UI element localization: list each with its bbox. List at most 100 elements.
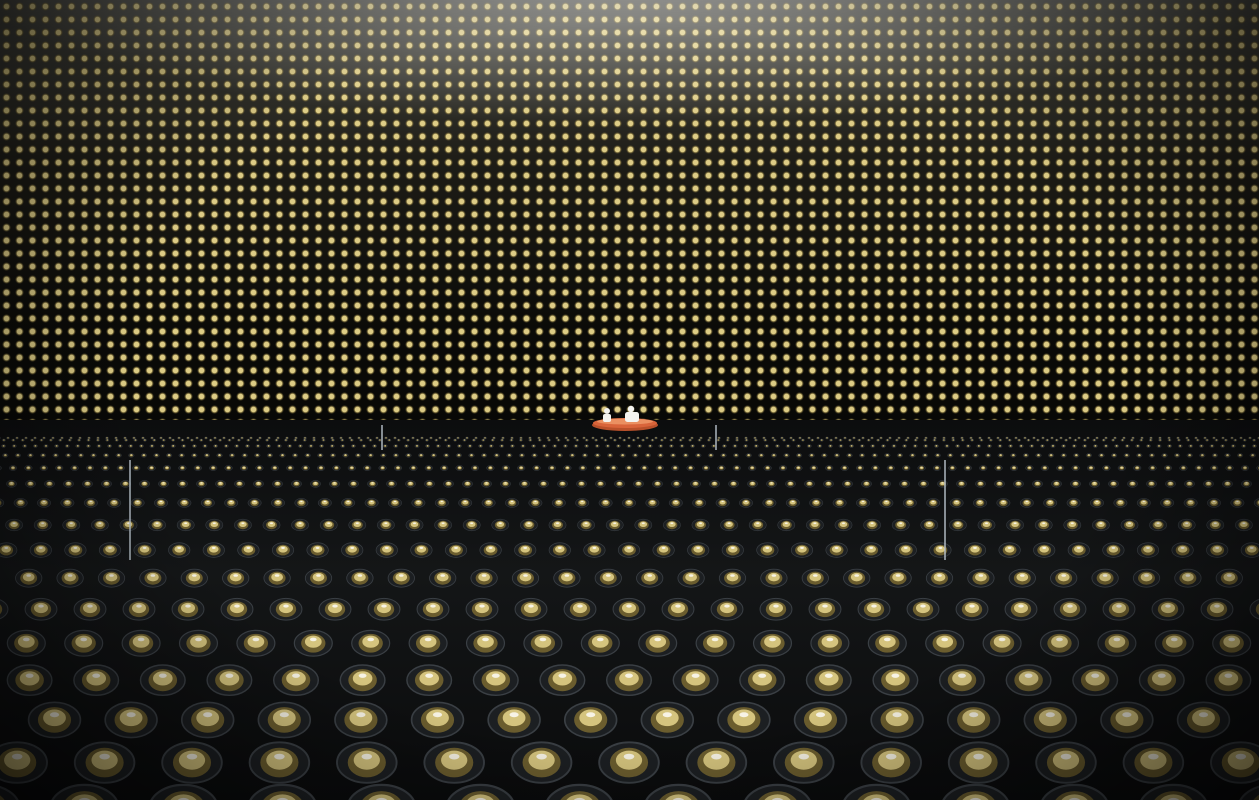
floor-pmt [27, 453, 34, 458]
floor-pmt [302, 438, 307, 442]
floor-pmt [367, 453, 374, 458]
floor-pmt [563, 444, 568, 448]
floor-pmt [269, 597, 303, 621]
floor-pmt [701, 465, 711, 471]
floor-pmt [1241, 480, 1252, 488]
floor-pmt [584, 444, 589, 448]
floor-pmt [202, 444, 208, 448]
floor-pmt [690, 444, 695, 448]
floor-pmt [922, 453, 929, 458]
floor-pmt [13, 498, 28, 508]
floor-pmt [618, 436, 622, 440]
floor-pmt [425, 444, 430, 448]
floor-pmt [1220, 444, 1225, 448]
floor-pmt [1203, 480, 1214, 488]
floor-pmt [967, 568, 995, 588]
floor-pmt [312, 436, 316, 440]
floor-pmt [823, 480, 834, 488]
floor-pmt [985, 453, 992, 458]
floor-pmt [52, 453, 59, 458]
floor-pmt [368, 438, 373, 442]
floor-pmt [340, 444, 346, 448]
floor-pmt [754, 438, 758, 442]
floor-pmt [86, 438, 91, 442]
floor-pmt [493, 453, 500, 458]
floor-pmt [472, 438, 476, 442]
floor-pmt [758, 453, 765, 458]
floor-pmt [1019, 498, 1034, 508]
floor-pmt [382, 444, 388, 448]
floor-pmt [51, 436, 55, 440]
floor-pmt [1156, 444, 1162, 448]
floor-pmt [1225, 465, 1234, 471]
floor-pmt [332, 465, 341, 471]
floor-pmt [39, 465, 48, 471]
floor-pmt [457, 444, 462, 448]
floor-pmt [528, 498, 543, 508]
floor-photomultipliers [0, 425, 1259, 800]
floor-pmt [51, 783, 118, 800]
floor-pmt [672, 436, 676, 440]
floor-pmt [206, 664, 253, 697]
floor-pmt [1071, 465, 1080, 471]
floor-pmt [148, 518, 166, 532]
floor-pmt [726, 436, 730, 440]
floor-pmt [1248, 436, 1252, 440]
floor-pmt [1, 444, 6, 448]
floor-pmt [224, 498, 239, 508]
floor-pmt [415, 438, 420, 442]
floor-pmt [54, 444, 59, 448]
floor-pmt [937, 480, 948, 488]
floor-pmt [434, 498, 449, 508]
floor-pmt [384, 436, 388, 440]
floor-pmt [468, 453, 475, 458]
floor-pmt [2, 438, 6, 442]
floor-pmt [638, 629, 678, 657]
floor-pmt [1176, 701, 1231, 739]
floor-pmt [1059, 436, 1063, 440]
floor-pmt [1060, 453, 1067, 458]
floor-pmt [843, 568, 871, 588]
floor-pmt [551, 498, 566, 508]
floor-pmt [329, 480, 340, 488]
floor-pmt [367, 597, 401, 621]
floor-pmt [1077, 436, 1081, 440]
floor-pmt [254, 453, 261, 458]
floor-pmt [647, 444, 653, 448]
floor-pmt [759, 597, 793, 621]
floor-pmt [531, 453, 538, 458]
floor-pmt [1177, 518, 1196, 532]
floor-pmt [1073, 438, 1078, 442]
floor-pmt [1239, 436, 1243, 440]
floor-pmt [329, 453, 336, 458]
floor-pmt [478, 444, 483, 448]
floor-pmt [1186, 453, 1193, 458]
floor-pmt [627, 436, 631, 440]
floor-pmt [195, 436, 199, 440]
floor-pmt [631, 438, 636, 442]
floor-pmt [458, 498, 473, 508]
floor-pmt [605, 518, 624, 532]
floor-pmt [37, 498, 51, 508]
floor-pmt [804, 480, 815, 488]
floor-pmt [523, 629, 563, 657]
floor-pmt [241, 453, 248, 458]
floor-pmt [200, 498, 215, 508]
water-floor [0, 420, 1259, 800]
floor-pmt [236, 629, 276, 657]
floor-pmt [975, 480, 986, 488]
floor-pmt [923, 438, 927, 442]
floor-pmt [645, 436, 649, 440]
floor-pmt [573, 444, 579, 448]
floor-pmt [215, 480, 226, 488]
floor-pmt [341, 498, 356, 508]
floor-pmt [816, 436, 820, 440]
floor-pmt [319, 444, 324, 448]
person-right [625, 405, 639, 422]
floor-pmt [669, 438, 674, 442]
floor-pmt [249, 783, 316, 800]
floor-pmt [481, 453, 488, 458]
floor-pmt [1089, 480, 1100, 488]
floor-pmt [518, 453, 525, 458]
